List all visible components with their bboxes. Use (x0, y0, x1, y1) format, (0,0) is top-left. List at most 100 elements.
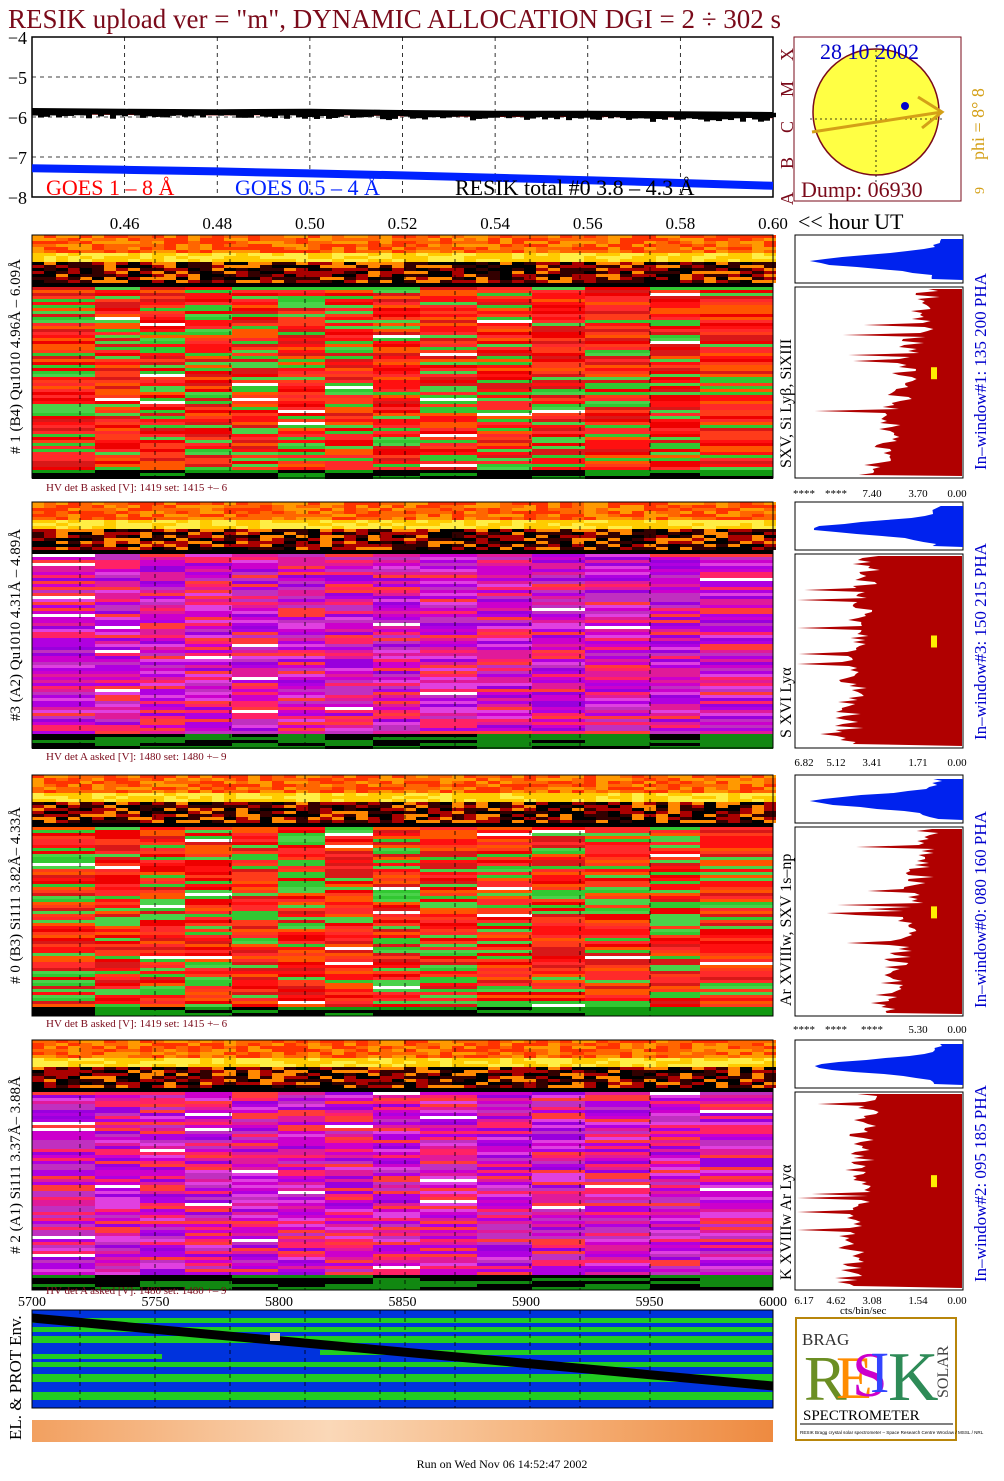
spectrogram-cell (140, 362, 185, 365)
spectrogram-header-cell (104, 811, 116, 814)
spectrogram-cell (532, 599, 585, 602)
spectrogram-cell (140, 704, 185, 707)
spectrogram-cell (140, 338, 185, 341)
spectrogram-header-cell (92, 514, 104, 517)
spectrogram-cell (477, 473, 532, 476)
spectrogram-header-cell (536, 529, 548, 532)
spectrogram-cell (585, 326, 650, 329)
spectrogram-cell (585, 686, 650, 689)
spectrogram-header-cell (416, 265, 428, 268)
spectrogram-header-cell (716, 271, 728, 274)
spectrogram-header-cell (416, 253, 428, 256)
spectrogram-header-cell (44, 796, 56, 799)
spectrogram-cell (373, 407, 420, 410)
spectrogram-header-cell (104, 814, 116, 817)
spectrogram-cell (650, 641, 700, 644)
spectrogram-cell (95, 428, 140, 431)
spectrogram-cell (585, 614, 650, 617)
spectrogram-cell (185, 359, 232, 362)
spectrogram-header-cell (392, 526, 404, 529)
spectrogram-header-cell (368, 238, 380, 241)
hist-tick-label: 3.70 (908, 488, 928, 500)
spectrogram-header-cell (512, 796, 524, 799)
spectrogram-header-cell (320, 541, 332, 544)
spectrogram-header-cell (56, 805, 68, 808)
spectrogram-header-cell (704, 280, 716, 283)
spectrogram-header-cell (752, 505, 764, 508)
spectrogram-header-cell (152, 277, 164, 280)
spectrogram-header-cell (740, 541, 752, 544)
spectrogram-header-cell (764, 778, 776, 781)
spectrogram-header-cell (476, 808, 488, 811)
spectrogram-header-cell (692, 796, 704, 799)
spectrogram-cell (278, 710, 325, 713)
spectrogram-cell (32, 605, 95, 608)
spectrogram-cell (185, 668, 232, 671)
spectrogram-cell (585, 470, 650, 473)
spectrogram-cell (650, 584, 700, 587)
spectrogram-header-cell (608, 520, 620, 523)
spectrogram-header-cell (248, 238, 260, 241)
spectrogram-cell (700, 644, 773, 647)
spectrogram-cell (325, 410, 373, 413)
spectrogram-cell (278, 686, 325, 689)
spectrogram-header-cell (656, 505, 668, 508)
spectrogram-header-cell (356, 505, 368, 508)
spectrogram-cell (140, 413, 185, 416)
spectrogram-cell (185, 587, 232, 590)
spectrogram-header-cell (284, 817, 296, 820)
spectrogram-header-cell (404, 265, 416, 268)
spectrogram-cell (373, 563, 420, 566)
spectrogram-header-cell (656, 238, 668, 241)
spectrogram-cell (325, 689, 373, 692)
spectrogram-cell (700, 695, 773, 698)
spectrogram-header-cell (464, 508, 476, 511)
spectrogram-cell (95, 662, 140, 665)
spectrogram-header-cell (572, 520, 584, 523)
spectrogram-header-cell (236, 535, 248, 538)
spectrogram-cell (532, 623, 585, 626)
spectrogram-header-cell (260, 259, 272, 262)
spectrogram-cell (95, 335, 140, 338)
spectrogram-header-cell (284, 244, 296, 247)
spectrogram-header-cell (392, 277, 404, 280)
spectrogram-cell (32, 320, 95, 323)
spectrogram-header-cell (596, 280, 608, 283)
spectrogram-header-cell (344, 535, 356, 538)
spectrogram-header-cell (236, 247, 248, 250)
spectrogram-header-cell (392, 262, 404, 265)
spectrogram-header-cell (32, 247, 44, 250)
spectrogram-cell (278, 692, 325, 695)
spectrogram-header-cell (740, 805, 752, 808)
spectrogram-header-cell (488, 547, 500, 550)
lightcurve-noise-seg (740, 115, 746, 121)
spectrogram-cell (185, 617, 232, 620)
spectrogram-header-cell (296, 814, 308, 817)
spectrogram-header-cell (740, 523, 752, 526)
spectrogram-header-cell (512, 508, 524, 511)
spectrogram-cell (95, 560, 140, 563)
spectrogram-cell (232, 737, 278, 740)
spectrogram-cell (325, 554, 373, 557)
spectrogram-header-cell (656, 808, 668, 811)
spectrogram-header-cell (320, 265, 332, 268)
spectrogram-cell (420, 461, 477, 464)
spectrogram-header-cell (428, 796, 440, 799)
lightcurve-x-tick-label: 0.52 (388, 214, 418, 233)
spectrogram-cell (185, 593, 232, 596)
spectrogram-cell (477, 605, 532, 608)
spectrogram-header-cell (572, 781, 584, 784)
spectrogram-header-cell (404, 262, 416, 265)
lightcurve-noise-seg (632, 114, 638, 119)
spectrogram-header-cell (128, 517, 140, 520)
spectrogram-header-cell (560, 517, 572, 520)
spectrogram-cell (232, 332, 278, 335)
spectrogram-cell (532, 452, 585, 455)
spectrogram-header-cell (344, 520, 356, 523)
spectrogram-header-cell (152, 517, 164, 520)
spectrogram-cell (585, 620, 650, 623)
spectrogram-header-cell (416, 790, 428, 793)
spectrogram-header-cell (68, 796, 80, 799)
spectrogram-cell (700, 467, 773, 470)
spectrogram-header-cell (656, 523, 668, 526)
